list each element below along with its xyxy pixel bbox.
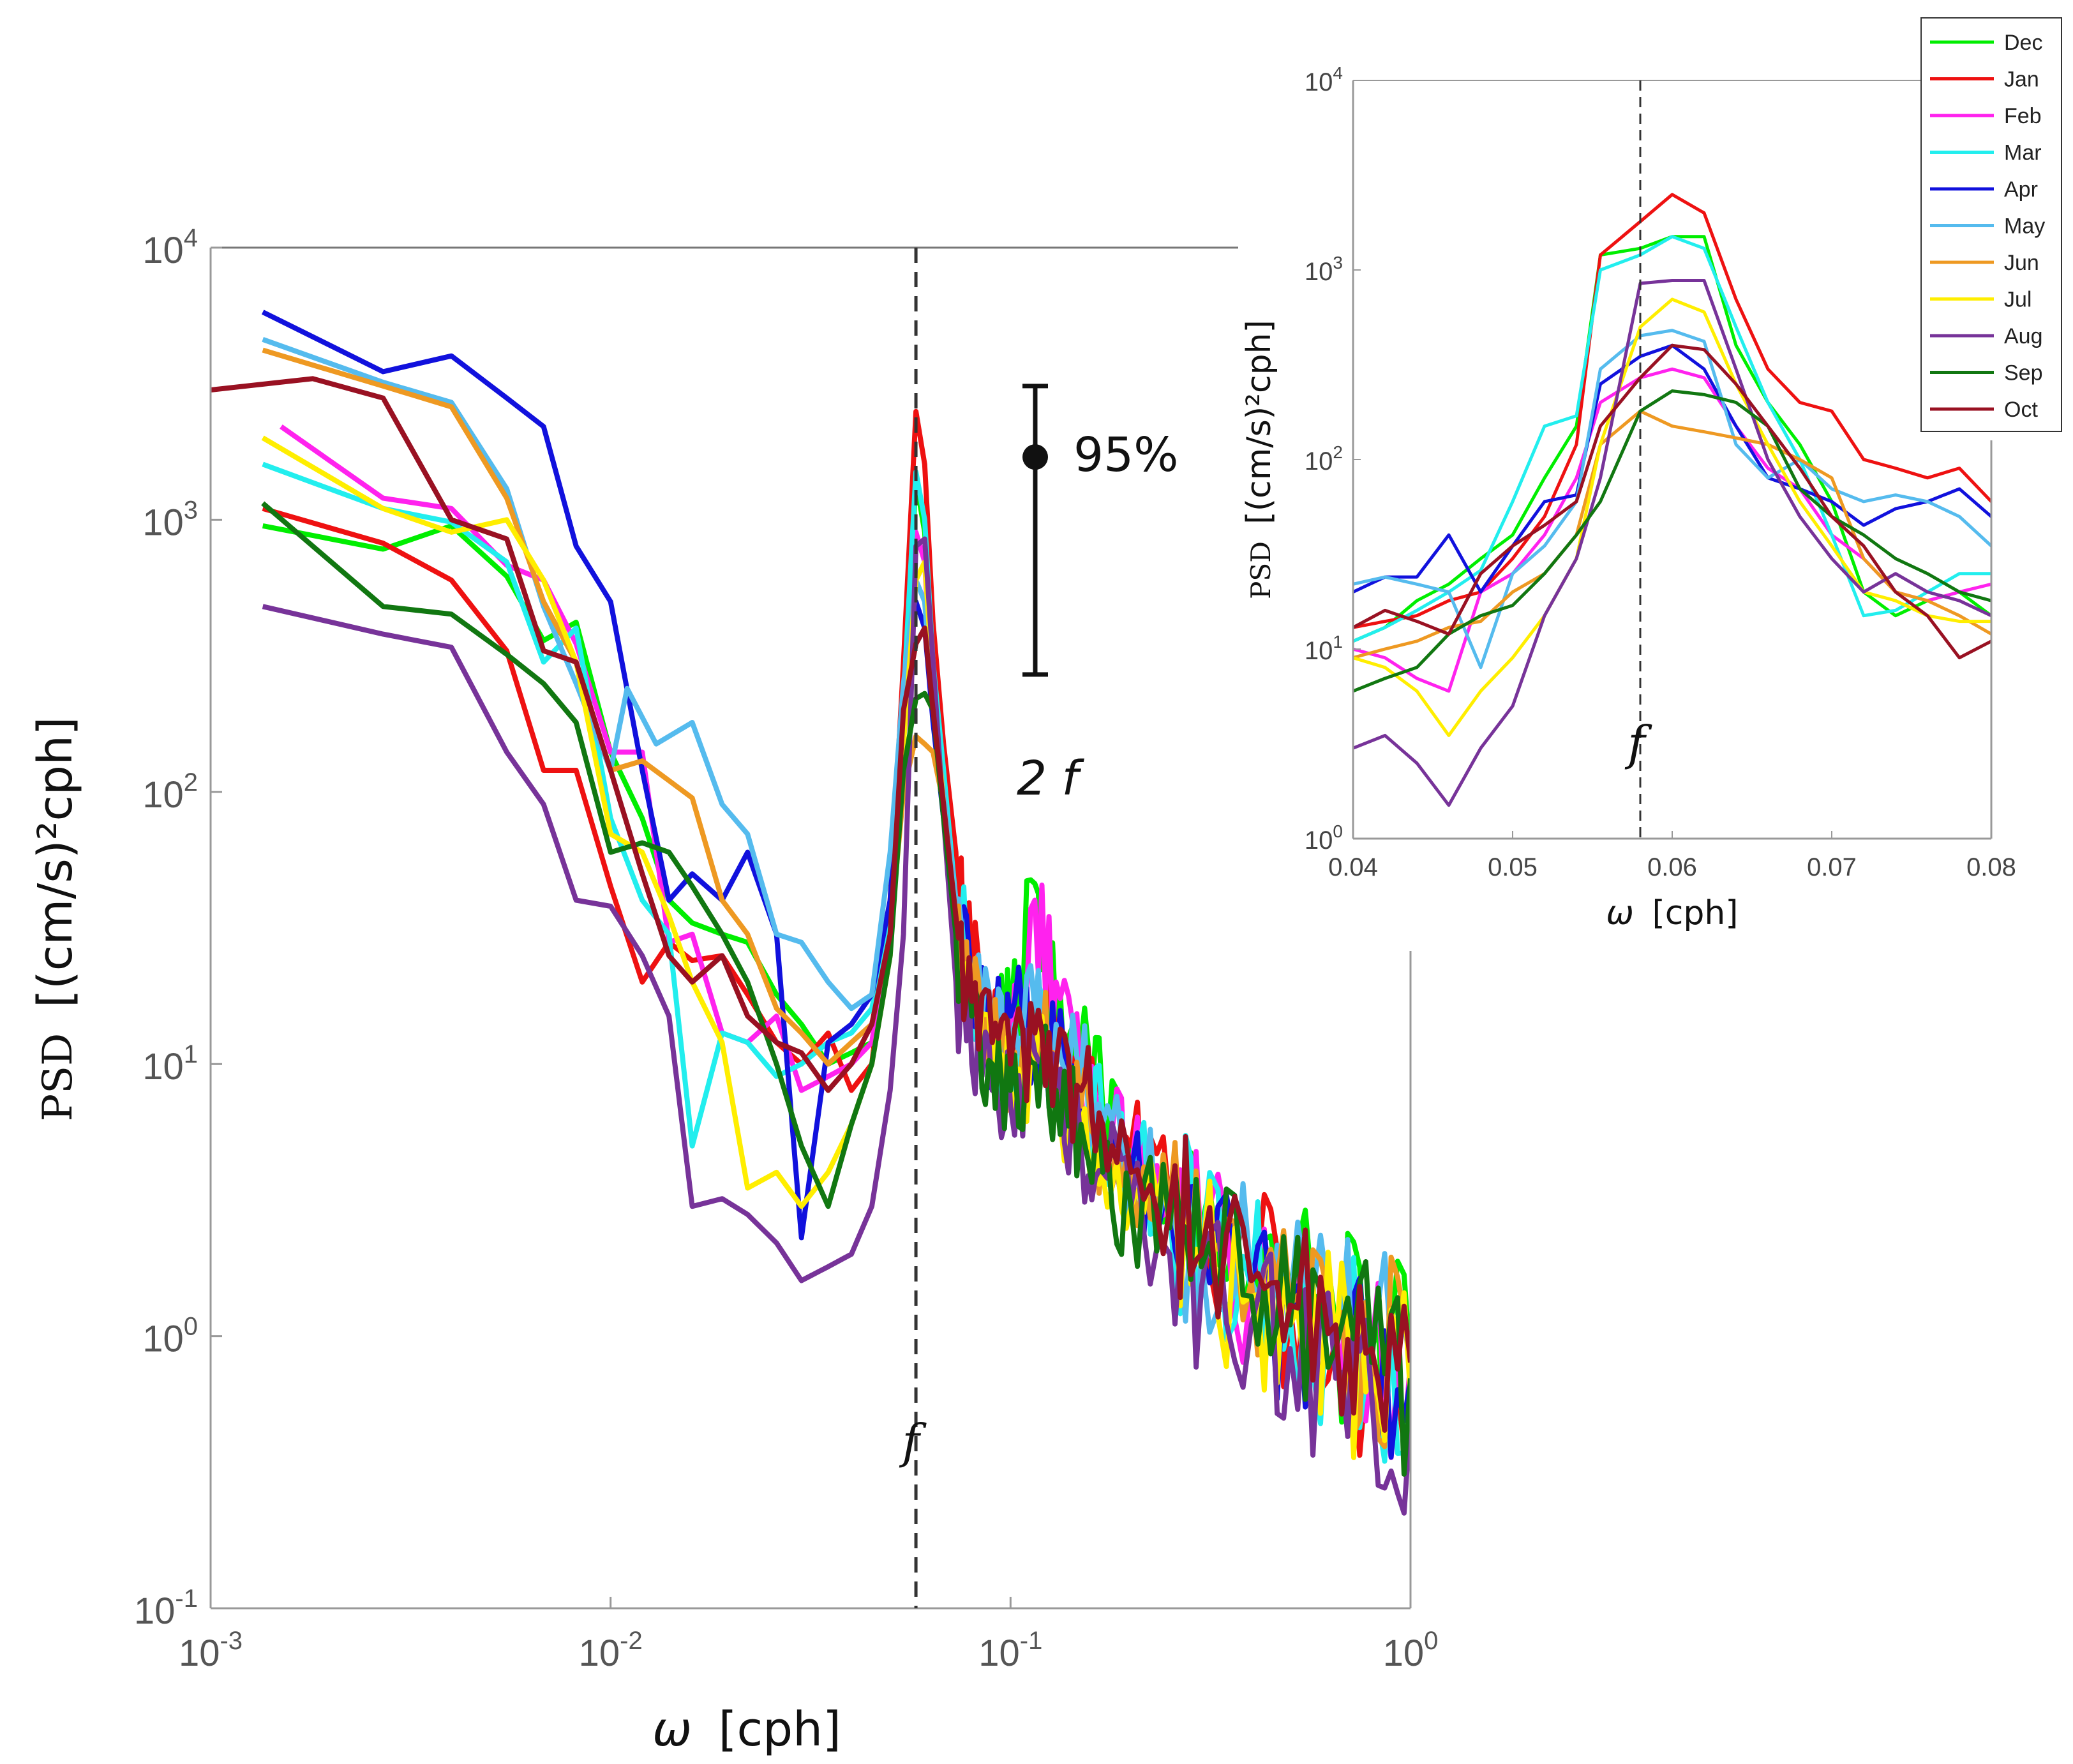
legend: Dec Jan Feb Mar Apr May Jun Jul Aug Sep Oct xyxy=(1920,17,2062,432)
inset-x-tick-label: 0.08 xyxy=(1966,853,2016,881)
inset-y-axis-unit: [(cm/s)²cph] xyxy=(1240,320,1278,524)
main-y-axis-prefix: PSD xyxy=(34,1033,82,1121)
legend-item-apr: Apr xyxy=(1930,177,2038,202)
inset-y-tick-label: 102 xyxy=(1305,442,1343,475)
legend-label: Jul xyxy=(2004,288,2032,312)
main-y-axis-label: PSD [(cm/s)²cph] xyxy=(28,717,83,1121)
inset-x-tick-label: 0.06 xyxy=(1647,853,1697,881)
main-axes-frame xyxy=(209,246,1412,1610)
legend-label: Mar xyxy=(2004,141,2042,165)
legend-items: Dec Jan Feb Mar Apr May Jun Jul Aug Sep Oct xyxy=(1930,31,2045,422)
legend-item-jul: Jul xyxy=(1930,288,2032,312)
main-x-tick-label: 10-3 xyxy=(179,1627,243,1674)
inset-axes-background xyxy=(1353,80,1991,839)
ci-center-dot xyxy=(1022,444,1048,470)
main-y-tick-label: 103 xyxy=(142,496,198,543)
legend-item-jan: Jan xyxy=(1930,68,2039,92)
inset-series-jul xyxy=(1353,297,1991,737)
confidence-interval-bar xyxy=(1022,384,1048,677)
legend-item-aug: Aug xyxy=(1930,324,2043,348)
inset-series-oct xyxy=(1353,343,1991,660)
inset-y-axis-label: PSD [(cm/s)²cph] xyxy=(1240,320,1278,599)
legend-item-sep: Sep xyxy=(1930,361,2043,385)
main-x-axis-unit: [cph] xyxy=(719,1702,841,1757)
main-series-lines xyxy=(211,310,1411,1516)
inset-y-ticks: 100 101 102 103 104 xyxy=(1305,63,1361,855)
inset-series-aug xyxy=(1353,279,1991,807)
inset-series-mar xyxy=(1353,235,1991,643)
inset-series-jan xyxy=(1353,193,1991,629)
inset-y-tick-label: 100 xyxy=(1305,821,1343,855)
inset-x-tick-label: 0.05 xyxy=(1488,853,1538,881)
main-y-tick-label: 101 xyxy=(142,1040,198,1088)
legend-item-mar: Mar xyxy=(1930,141,2042,165)
main-series-oct xyxy=(211,376,1411,1433)
legend-item-oct: Oct xyxy=(1930,398,2038,422)
legend-label: Sep xyxy=(2004,361,2043,385)
main-y-tick-label: 100 xyxy=(142,1313,198,1360)
legend-label: May xyxy=(2004,214,2045,239)
legend-item-jun: Jun xyxy=(1930,251,2039,275)
legend-item-feb: Feb xyxy=(1930,104,2042,128)
inset-x-axis-unit: [cph] xyxy=(1652,894,1738,932)
main-y-axis-unit: [(cm/s)²cph] xyxy=(28,717,83,1008)
legend-label: Feb xyxy=(2004,104,2042,128)
confidence-interval-label: 95% xyxy=(1074,428,1178,482)
main-x-tick-label: 10-1 xyxy=(978,1627,1042,1674)
legend-label: Jan xyxy=(2004,68,2039,92)
legend-label: Jun xyxy=(2004,251,2039,275)
legend-label: Dec xyxy=(2004,31,2042,55)
main-x-axis-symbol: ω xyxy=(652,1702,692,1757)
inset-y-tick-label: 101 xyxy=(1305,632,1343,665)
main-2f-label: 2 f xyxy=(1017,751,1085,806)
legend-item-may: May xyxy=(1930,214,2045,239)
main-x-tick-label: 10-2 xyxy=(579,1627,643,1674)
main-y-tick-label: 104 xyxy=(142,224,198,271)
inset-y-tick-label: 103 xyxy=(1305,253,1343,286)
main-x-axis-label: ω [cph] xyxy=(652,1702,841,1757)
main-y-ticks: 10-1 100 101 102 103 104 xyxy=(134,224,222,1632)
inset-x-tick-label: 0.07 xyxy=(1807,853,1857,881)
inset-y-axis-prefix: PSD xyxy=(1245,541,1276,599)
main-y-tick-label: 102 xyxy=(142,768,198,816)
main-y-tick-label: 10-1 xyxy=(134,1585,198,1632)
legend-label: Oct xyxy=(2004,398,2038,422)
inset-x-ticks: 0.04 0.05 0.06 0.07 0.08 xyxy=(1328,831,2016,881)
legend-label: Apr xyxy=(2004,177,2038,202)
inset-series-sep xyxy=(1353,389,1991,693)
inset-x-axis-symbol: ω xyxy=(1606,894,1634,932)
inset-x-axis-label: ω [cph] xyxy=(1606,894,1738,932)
main-x-ticks: 10-3 10-2 10-1 100 xyxy=(179,1597,1438,1674)
legend-item-dec: Dec xyxy=(1930,31,2042,55)
legend-label: Aug xyxy=(2004,324,2043,348)
inset-series-lines xyxy=(1353,193,1991,807)
main-x-tick-label: 100 xyxy=(1383,1627,1439,1674)
inset-x-tick-label: 0.04 xyxy=(1328,853,1378,881)
inset-y-tick-label: 104 xyxy=(1305,63,1343,96)
